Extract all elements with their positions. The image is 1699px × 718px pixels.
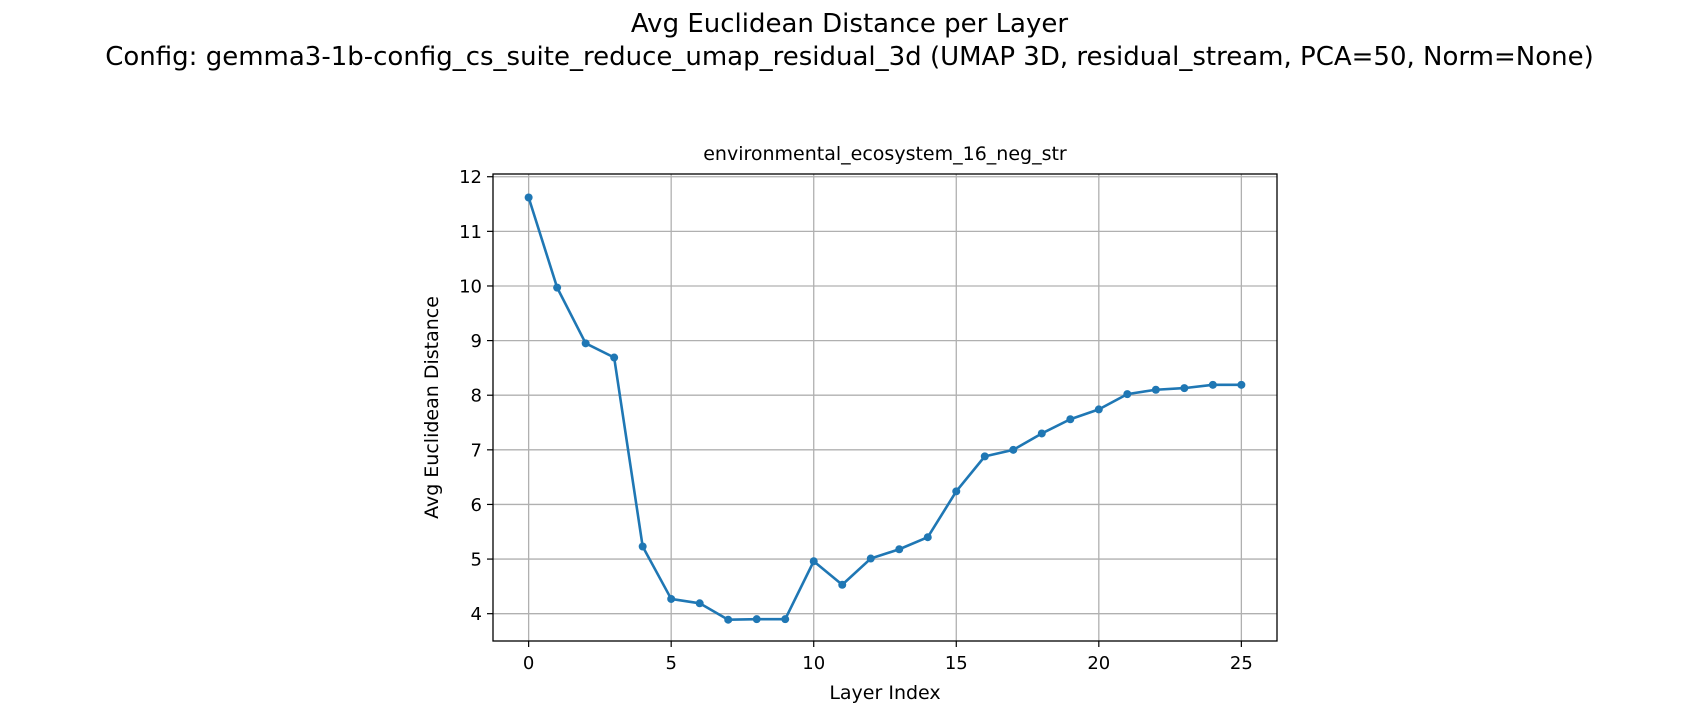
- x-tick-label: 15: [945, 653, 968, 674]
- grid-lines: [493, 174, 1277, 641]
- y-axis-label: Avg Euclidean Distance: [421, 296, 443, 519]
- plot-frame: [492, 173, 1278, 642]
- y-tick-label: 10: [459, 276, 482, 297]
- data-point: [695, 599, 704, 608]
- y-tick-label: 5: [471, 550, 482, 571]
- y-tick-label: 12: [459, 167, 482, 188]
- data-point: [1094, 405, 1103, 414]
- data-point: [1180, 384, 1189, 393]
- data-point: [1123, 390, 1132, 399]
- data-point: [980, 452, 989, 461]
- y-tick-label: 9: [471, 331, 482, 352]
- figure-subtitle: Config: gemma3-1b-config_cs_suite_reduce…: [105, 42, 1594, 72]
- data-point: [581, 339, 590, 348]
- data-point: [809, 557, 818, 566]
- data-point: [1066, 415, 1075, 424]
- x-tick-label: 5: [665, 653, 676, 674]
- data-point: [752, 615, 761, 624]
- data-point: [895, 545, 904, 554]
- data-point: [952, 487, 961, 496]
- series-line: [527, 197, 1242, 622]
- data-point: [1208, 380, 1217, 389]
- series-environmental-ecosystem: [524, 193, 1246, 624]
- data-point: [1237, 380, 1246, 389]
- data-point: [724, 615, 733, 624]
- y-tick-label: 4: [471, 604, 482, 625]
- data-point: [610, 353, 619, 362]
- data-point: [667, 594, 676, 603]
- data-point: [838, 580, 847, 589]
- figure-title: Avg Euclidean Distance per Layer: [630, 9, 1069, 39]
- x-tick-label: 20: [1087, 653, 1110, 674]
- chart-title: environmental_ecosystem_16_neg_str: [703, 143, 1067, 165]
- x-tick-label: 10: [802, 653, 825, 674]
- data-point: [524, 193, 533, 202]
- data-point: [553, 283, 562, 292]
- y-tick-label: 11: [459, 222, 482, 243]
- data-point: [1009, 445, 1018, 454]
- y-tick-label: 6: [471, 495, 482, 516]
- x-tick-label: 25: [1230, 653, 1253, 674]
- data-point: [1151, 385, 1160, 394]
- x-tick-label: 0: [523, 653, 534, 674]
- data-point: [1037, 429, 1046, 438]
- axis-ticks: 0 5 10 15 20 25 4 5 6 7 8 9 10 11 12: [459, 167, 1253, 674]
- data-point: [638, 542, 647, 551]
- data-point: [866, 554, 875, 563]
- y-tick-label: 8: [471, 386, 482, 407]
- y-tick-label: 7: [471, 440, 482, 461]
- data-point: [781, 615, 790, 624]
- data-point: [923, 533, 932, 542]
- x-axis-label: Layer Index: [829, 682, 940, 704]
